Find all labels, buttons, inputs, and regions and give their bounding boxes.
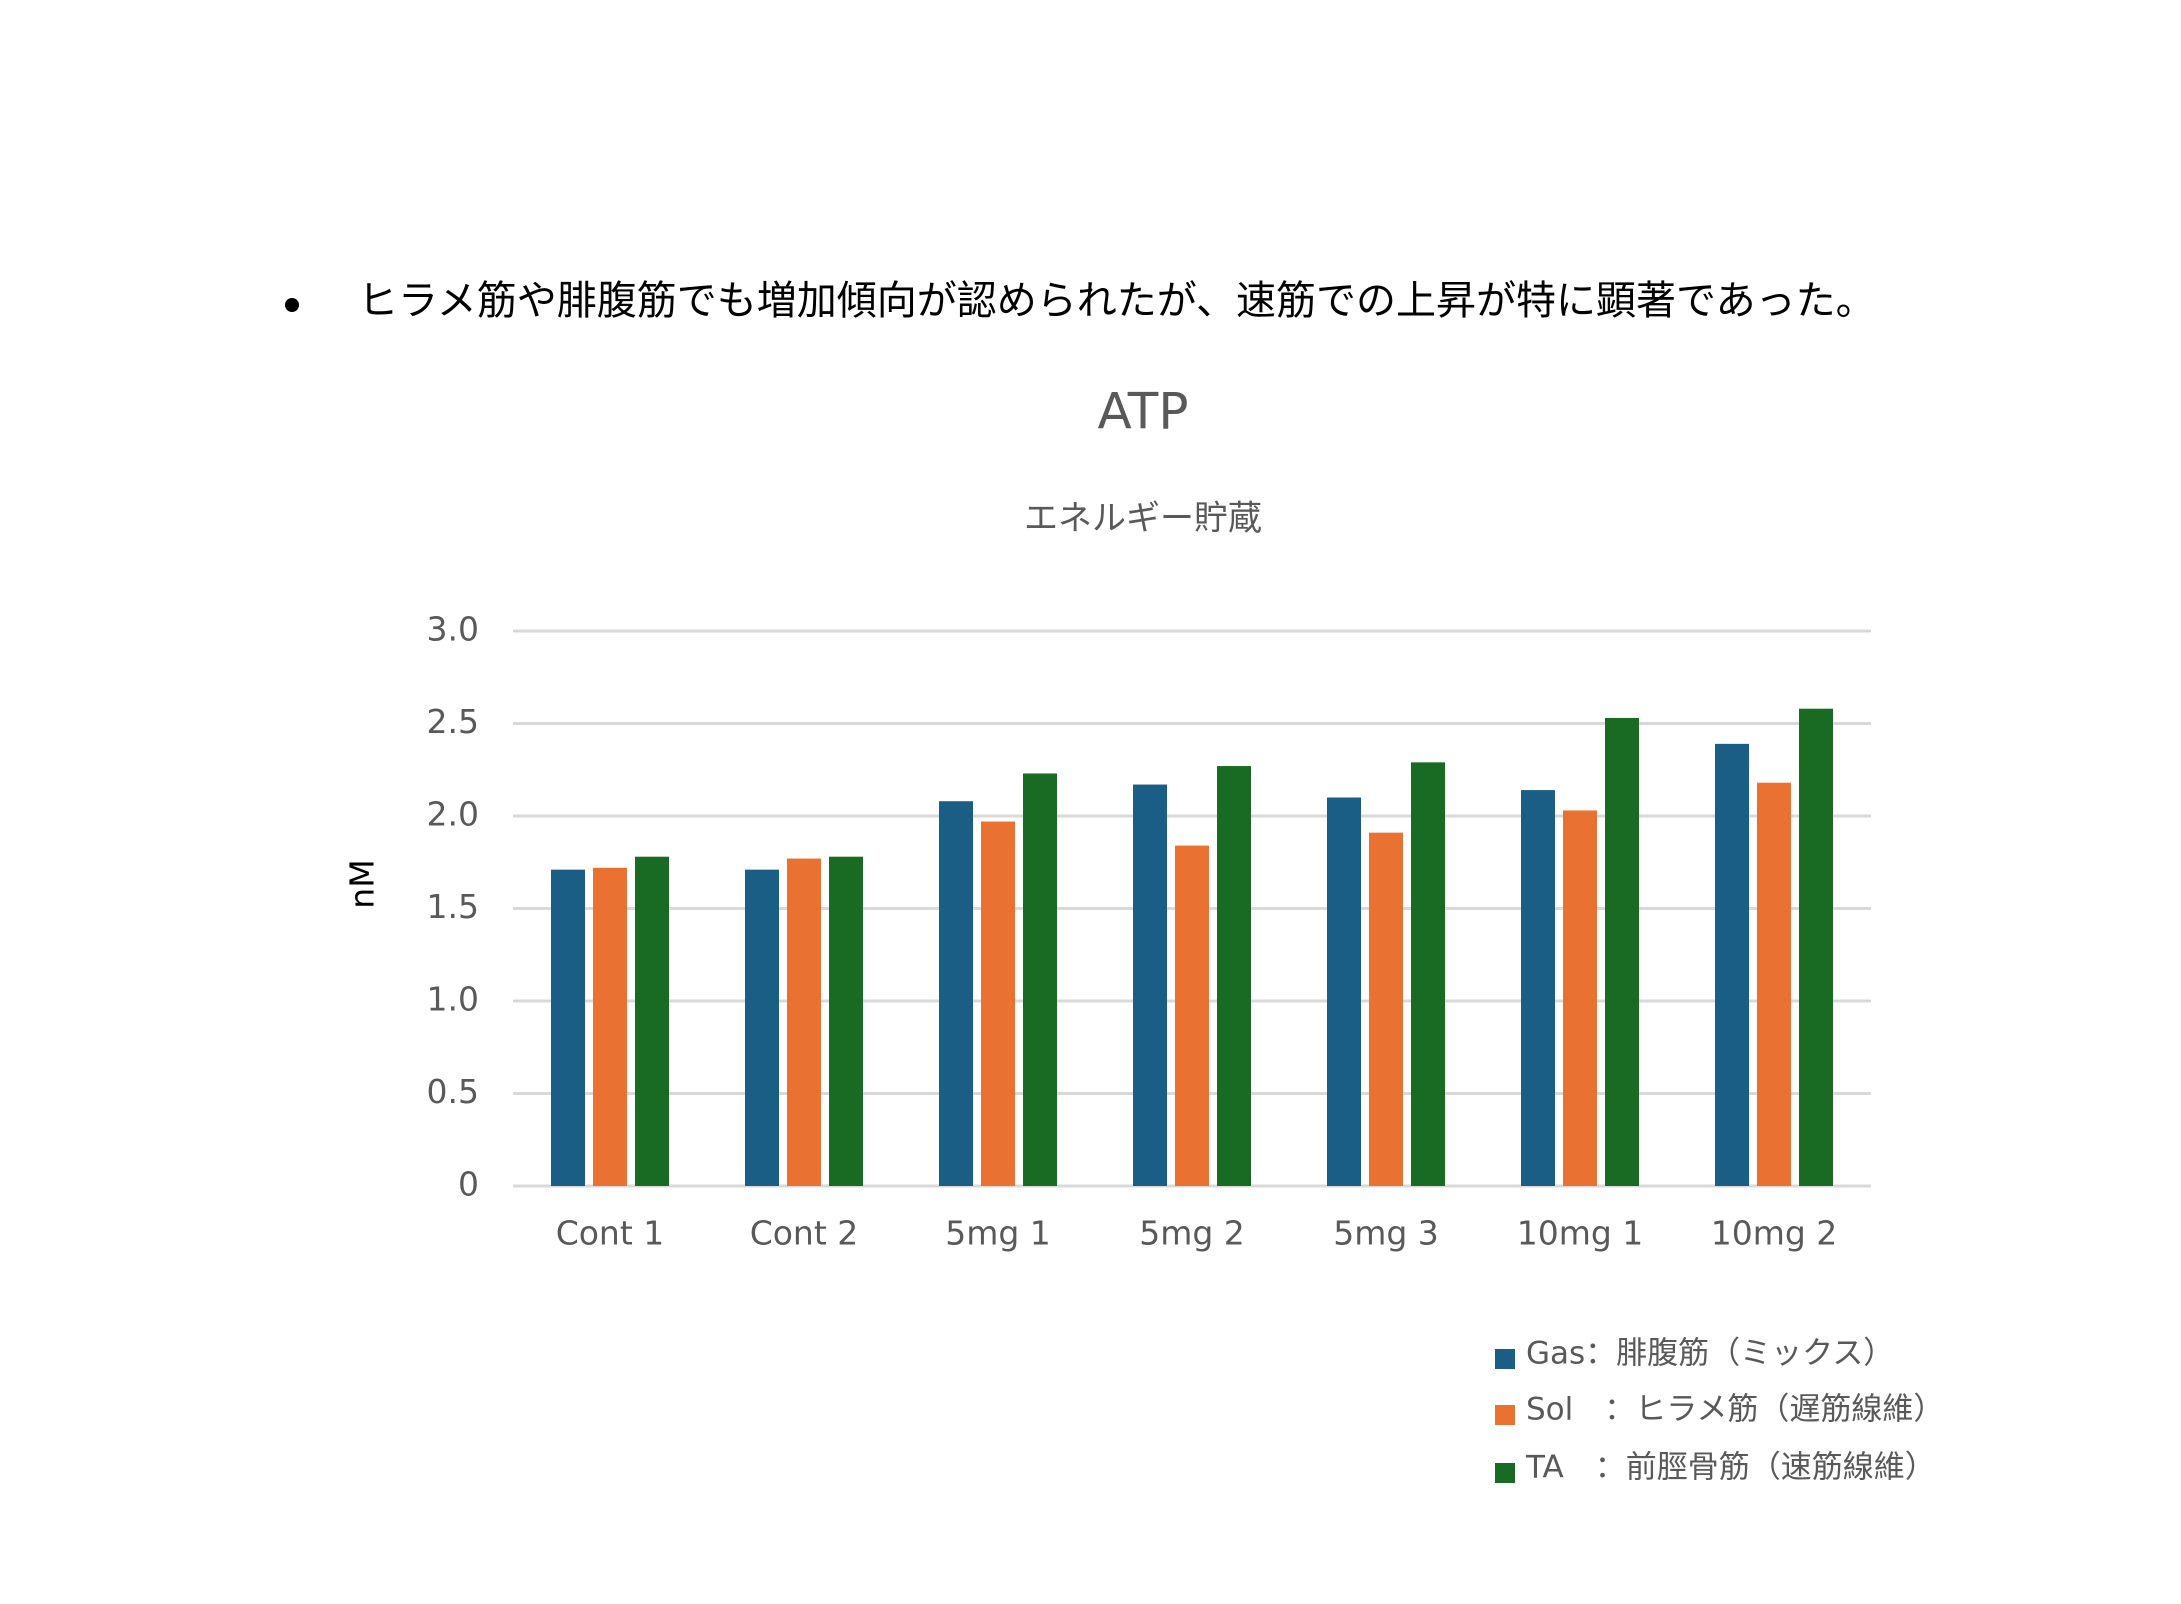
legend-label: TA ：前脛骨筋（速筋線維）: [1525, 1450, 1936, 1486]
x-tick-label: 10mg 1: [1517, 1214, 1644, 1253]
y-tick-label: 2.5: [427, 702, 479, 741]
y-tick-label: 0: [458, 1165, 479, 1204]
bar: [1605, 717, 1639, 1186]
bar: [635, 856, 669, 1186]
x-tick-label: 5mg 1: [945, 1214, 1051, 1253]
x-tick-label: Cont 1: [556, 1214, 665, 1253]
y-axis-label: nM: [343, 859, 382, 908]
bar: [1563, 810, 1597, 1186]
bullet-text: ヒラメ筋や腓腹筋でも増加傾向が認められたが、速筋での上昇が特に顕著であった。: [358, 278, 1876, 324]
legend-swatch: [1495, 1405, 1515, 1425]
bar: [787, 858, 821, 1186]
x-tick-label: 5mg 2: [1139, 1214, 1245, 1253]
legend-label: Gas：腓腹筋（ミックス）: [1526, 1336, 1894, 1372]
bar: [1217, 766, 1251, 1186]
y-tick-label: 3.0: [427, 610, 479, 649]
bar: [1175, 845, 1209, 1186]
bar: [593, 867, 627, 1186]
bar: [1715, 743, 1749, 1186]
bar: [1023, 773, 1057, 1186]
y-tick-label: 1.5: [427, 887, 479, 926]
legend-swatch: [1495, 1463, 1515, 1483]
y-tick-label: 1.0: [427, 980, 479, 1019]
y-tick-label: 0.5: [427, 1072, 479, 1111]
bar: [1369, 832, 1403, 1186]
legend-label: Sol ：ヒラメ筋（遅筋線維）: [1526, 1392, 1944, 1428]
x-tick-label: 5mg 3: [1333, 1214, 1439, 1253]
bar: [939, 801, 973, 1186]
bullet-dot: [285, 298, 299, 312]
x-tick-label: Cont 2: [750, 1214, 859, 1253]
bar: [829, 856, 863, 1186]
bar: [1799, 708, 1833, 1186]
chart-title: ATP: [1097, 383, 1188, 441]
x-tick-label: 10mg 2: [1711, 1214, 1838, 1253]
bar: [551, 869, 585, 1186]
y-tick-label: 2.0: [427, 795, 479, 834]
legend-swatch: [1495, 1349, 1515, 1369]
bar: [981, 821, 1015, 1186]
bar: [1521, 790, 1555, 1186]
bar: [1327, 797, 1361, 1186]
bar: [1411, 762, 1445, 1186]
chart-subtitle: エネルギー貯蔵: [1024, 499, 1262, 539]
bar: [745, 869, 779, 1186]
bar: [1133, 784, 1167, 1186]
bar: [1757, 782, 1791, 1186]
